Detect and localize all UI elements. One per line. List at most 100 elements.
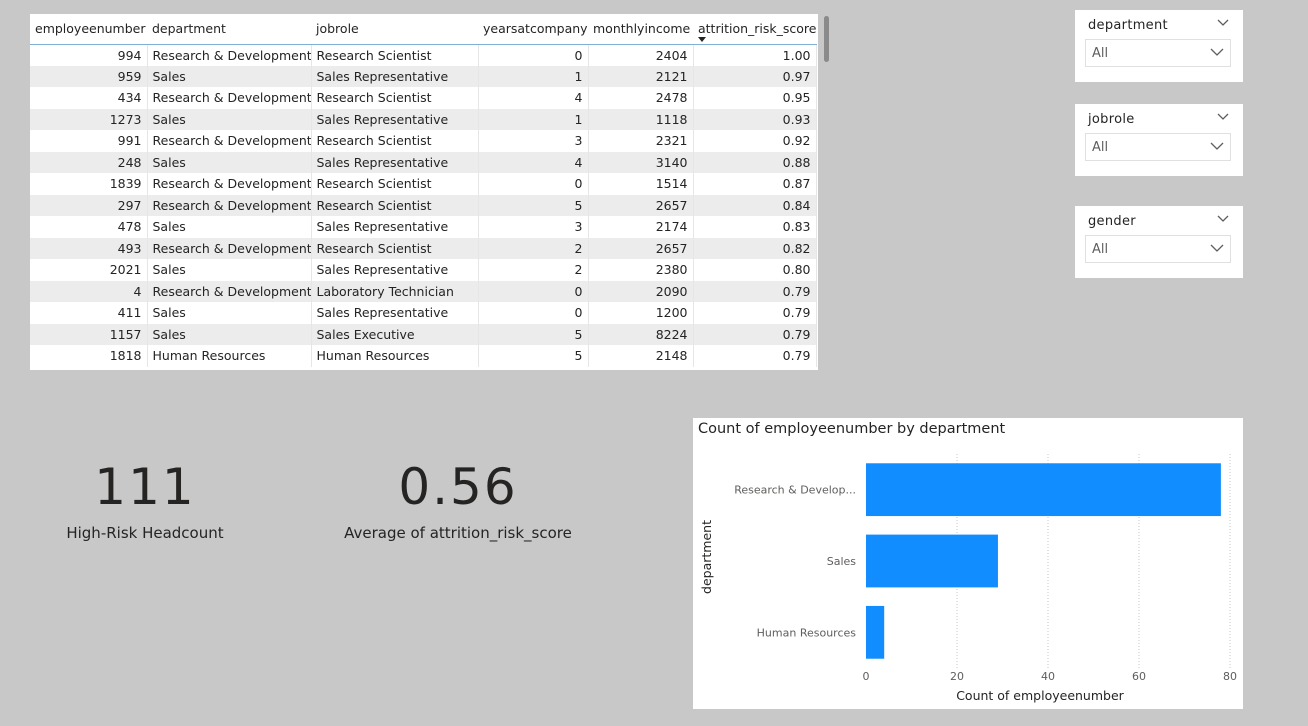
table-cell-employeenumber: 4: [30, 280, 148, 302]
table-row[interactable]: 1818 Human Resources Human Resources 5 2148 0…: [30, 345, 817, 367]
table-cell-yearsatcompany: 5: [478, 345, 589, 367]
table-cell-monthlyincome: 3140: [588, 151, 694, 173]
table-scrollbar-track[interactable]: [822, 14, 830, 370]
x-axis-title: Count of employeenumber: [956, 688, 1124, 703]
table-row[interactable]: 493 Research & Development Research Scient…: [30, 237, 817, 259]
sort-descending-icon: [698, 36, 706, 42]
table-cell-employeenumber: 478: [30, 216, 148, 238]
table-cell-department: Research & Development: [147, 173, 312, 195]
table-cell-yearsatcompany: 2: [478, 259, 589, 281]
x-tick-label: 20: [950, 670, 964, 683]
table-cell-attrition-risk-score: 0.79: [693, 280, 817, 302]
table-cell-monthlyincome: 2174: [588, 216, 694, 238]
y-category-label: Research & Develop...: [734, 484, 856, 497]
table-cell-attrition-risk-score: 0.88: [693, 151, 817, 173]
table-cell-attrition-risk-score: 0.80: [693, 259, 817, 281]
employee-table[interactable]: employeenumber department jobrole yearsatco…: [30, 14, 818, 370]
slicer-title: department: [1088, 18, 1168, 33]
table-cell-monthlyincome: 2380: [588, 259, 694, 281]
card-label: Average of attrition_risk_score: [344, 524, 572, 542]
table-cell-jobrole: Research Scientist: [311, 44, 479, 66]
column-header-yearsatcompany[interactable]: yearsatcompany: [478, 14, 588, 45]
table-cell-yearsatcompany: 2: [478, 237, 589, 259]
table-cell-monthlyincome: 1514: [588, 173, 694, 195]
table-row[interactable]: 478 Sales Sales Representative 3 2174 0.83: [30, 216, 817, 238]
table-cell-jobrole: Sales Representative: [311, 108, 479, 130]
table-row[interactable]: 991 Research & Development Research Scient…: [30, 130, 817, 152]
table-row[interactable]: 994 Research & Development Research Scient…: [30, 44, 817, 66]
table-cell-department: Research & Development: [147, 194, 312, 216]
bar[interactable]: [866, 534, 998, 588]
table-cell-monthlyincome: 2321: [588, 130, 694, 152]
table-cell-jobrole: Research Scientist: [311, 87, 479, 109]
table-cell-department: Sales: [147, 108, 312, 130]
column-header-monthlyincome[interactable]: monthlyincome: [588, 14, 693, 45]
table-cell-employeenumber: 434: [30, 87, 148, 109]
slicer-dropdown[interactable]: All: [1085, 39, 1231, 67]
slicer-dropdown[interactable]: All: [1085, 235, 1231, 263]
table-cell-monthlyincome: 1118: [588, 108, 694, 130]
table-row[interactable]: 297 Research & Development Research Scient…: [30, 194, 817, 216]
card-label: High-Risk Headcount: [66, 524, 224, 542]
bar[interactable]: [866, 605, 885, 659]
table-row[interactable]: 1839 Research & Development Research Scien…: [30, 173, 817, 195]
table-cell-employeenumber: 991: [30, 130, 148, 152]
table-cell-employeenumber: 1273: [30, 108, 148, 130]
table-cell-attrition-risk-score: 0.83: [693, 216, 817, 238]
slicer-gender[interactable]: gender All: [1075, 206, 1243, 278]
table-row[interactable]: 248 Sales Sales Representative 4 3140 0.88: [30, 151, 817, 173]
slicer-jobrole[interactable]: jobrole All: [1075, 104, 1243, 176]
table-cell-department: Research & Development: [147, 130, 312, 152]
chevron-down-icon[interactable]: [1217, 215, 1229, 223]
slicer-value: All: [1092, 46, 1109, 61]
x-tick-label: 40: [1041, 670, 1055, 683]
table-row[interactable]: 959 Sales Sales Representative 1 2121 0.97: [30, 65, 817, 87]
chevron-down-icon[interactable]: [1217, 113, 1229, 121]
bar[interactable]: [866, 463, 1221, 517]
slicer-department[interactable]: department All: [1075, 10, 1243, 82]
table-cell-attrition-risk-score: 0.93: [693, 108, 817, 130]
table-cell-jobrole: Research Scientist: [311, 173, 479, 195]
table-row[interactable]: 4 Research & Development Laboratory Techni…: [30, 280, 817, 302]
table-cell-employeenumber: 1839: [30, 173, 148, 195]
chevron-down-icon[interactable]: [1217, 19, 1229, 27]
table-row[interactable]: 1273 Sales Sales Representative 1 1118 0.93: [30, 108, 817, 130]
table-cell-employeenumber: 1818: [30, 345, 148, 367]
table-row[interactable]: 411 Sales Sales Representative 0 1200 0.79: [30, 302, 817, 324]
card-average-risk-score: 0.56 Average of attrition_risk_score: [328, 462, 588, 542]
table-row[interactable]: 2021 Sales Sales Representative 2 2380 0.80: [30, 259, 817, 281]
table-cell-monthlyincome: 2404: [588, 44, 694, 66]
table-cell-yearsatcompany: 0: [478, 280, 589, 302]
table-cell-employeenumber: 248: [30, 151, 148, 173]
slicer-value: All: [1092, 140, 1109, 155]
column-header-department[interactable]: department: [147, 14, 311, 45]
table-cell-attrition-risk-score: 0.79: [693, 345, 817, 367]
department-bar-chart[interactable]: Count of employeenumber by department 0 2…: [693, 418, 1243, 709]
table-scrollbar-thumb[interactable]: [824, 16, 829, 62]
table-cell-jobrole: Research Scientist: [311, 237, 479, 259]
chevron-down-icon: [1210, 48, 1224, 56]
table-cell-employeenumber: 2021: [30, 259, 148, 281]
table-row[interactable]: 434 Research & Development Research Scient…: [30, 87, 817, 109]
table-cell-department: Research & Development: [147, 44, 312, 66]
table-cell-employeenumber: 959: [30, 65, 148, 87]
table-cell-monthlyincome: 2657: [588, 237, 694, 259]
column-header-jobrole[interactable]: jobrole: [311, 14, 478, 45]
column-header-employeenumber[interactable]: employeenumber: [30, 14, 147, 45]
table-row[interactable]: 1157 Sales Sales Executive 5 8224 0.79: [30, 323, 817, 345]
table-cell-yearsatcompany: 1: [478, 108, 589, 130]
y-category-label: Human Resources: [757, 626, 857, 639]
x-tick-label: 60: [1132, 670, 1146, 683]
table-cell-department: Sales: [147, 259, 312, 281]
table-cell-attrition-risk-score: 0.84: [693, 194, 817, 216]
slicer-dropdown[interactable]: All: [1085, 133, 1231, 161]
table-cell-employeenumber: 411: [30, 302, 148, 324]
table-cell-monthlyincome: 1200: [588, 302, 694, 324]
table-cell-jobrole: Sales Representative: [311, 65, 479, 87]
employee-table-grid: employeenumber department jobrole yearsatco…: [30, 14, 817, 367]
table-cell-monthlyincome: 2090: [588, 280, 694, 302]
table-cell-yearsatcompany: 3: [478, 216, 589, 238]
table-cell-yearsatcompany: 0: [478, 173, 589, 195]
chart-title: Count of employeenumber by department: [698, 421, 1006, 437]
column-header-attrition-risk-score[interactable]: attrition_risk_score: [693, 14, 816, 45]
